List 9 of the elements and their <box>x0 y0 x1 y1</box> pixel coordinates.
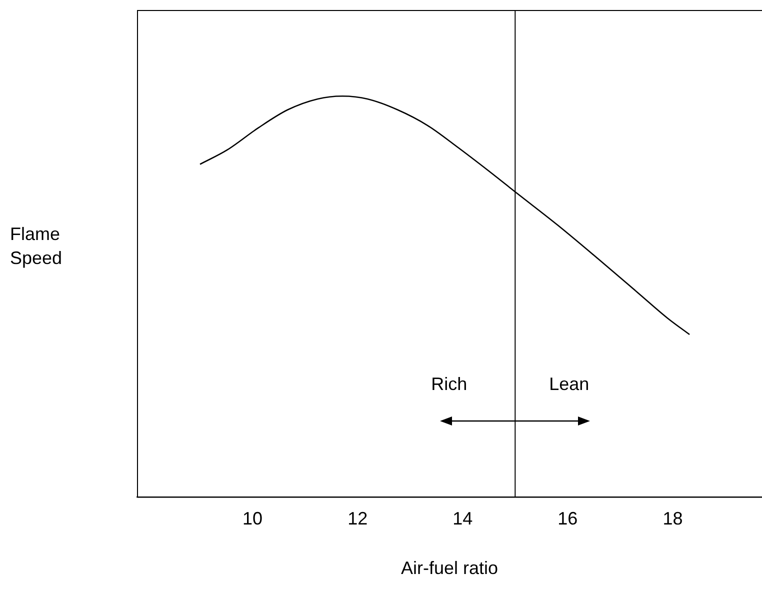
annotation: Rich <box>431 374 468 394</box>
x-tick-label: 12 <box>348 508 368 529</box>
y-axis-title: Flame Speed <box>10 223 64 270</box>
x-tick-label: 14 <box>452 508 473 529</box>
x-tick-label: 16 <box>558 508 578 529</box>
x-tick-label: 18 <box>662 508 683 529</box>
x-tick-label: 10 <box>242 508 263 529</box>
x-axis-title: Air-fuel ratio <box>400 558 498 578</box>
annotation: Lean <box>549 374 590 394</box>
